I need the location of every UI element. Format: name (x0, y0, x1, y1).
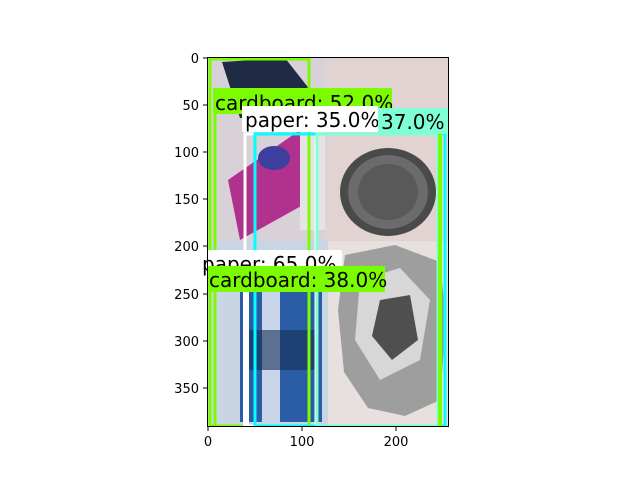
package-shadow (245, 330, 315, 370)
y-tick-label: 150 (174, 193, 199, 208)
label-37: 37.0% (381, 110, 445, 134)
label-bg-37 (378, 108, 448, 134)
box-paper-65 (243, 283, 249, 426)
y-tick-label: 250 (174, 288, 199, 303)
y-tick-label: 200 (174, 240, 199, 255)
label-cardboard-38: cardboard: 38.0% (209, 268, 387, 292)
x-tick-label: 200 (384, 435, 409, 450)
y-axis: 0 50 100 150 200 250 300 350 (174, 52, 207, 397)
y-tick-label: 0 (191, 52, 199, 67)
label-bg-cardboard-38 (208, 266, 385, 292)
x-tick-label: 100 (290, 435, 315, 450)
y-tick-label: 350 (174, 382, 199, 397)
y-tick-label: 300 (174, 335, 199, 350)
can-lid-inner (358, 164, 418, 220)
label-bg-paper-35 (242, 106, 378, 132)
label-paper-35: paper: 35.0% (245, 108, 379, 132)
axes-frame (207, 57, 449, 427)
foil-dark (372, 295, 418, 360)
y-tick-label: 50 (182, 99, 199, 114)
photo-collage (208, 58, 449, 426)
x-tick-label: 0 (204, 435, 212, 450)
box-fruit-print (258, 146, 290, 170)
box-panel-light (300, 120, 325, 230)
box-side-magenta (228, 130, 312, 240)
y-tick-label: 100 (174, 146, 199, 161)
detection-labels: cardboard: 52.0% paper: 35.0% 37.0% pape… (202, 88, 448, 292)
box-lime-right (438, 134, 442, 426)
x-axis: 0 100 200 (204, 427, 409, 450)
